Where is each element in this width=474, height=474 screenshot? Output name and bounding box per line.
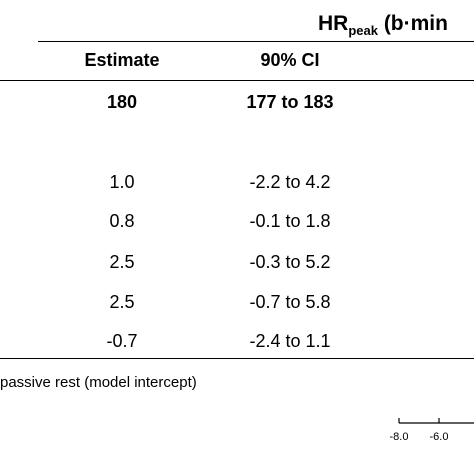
table-row-estimate: -0.7 — [106, 331, 138, 351]
axis-tick-label: -8.0 — [390, 431, 409, 443]
table-row-estimate: 2.5 — [109, 292, 135, 312]
estimate-column-header: Estimate — [84, 50, 160, 70]
header-rule — [38, 41, 474, 42]
table-bottom-rule — [0, 358, 474, 359]
table-row-estimate: 0.8 — [109, 211, 135, 231]
intercept-ci: 177 to 183 — [246, 92, 334, 112]
table-row-ci: -0.3 to 5.2 — [249, 252, 331, 272]
table-row-estimate: 1.0 — [109, 172, 135, 192]
column-header-rule — [0, 80, 474, 81]
forest-plot-axis: -8.0 -6.0 — [390, 418, 474, 443]
table-row-ci: -0.1 to 1.8 — [249, 211, 331, 231]
table-row-ci: -2.2 to 4.2 — [249, 172, 331, 192]
table-row-estimate: 2.5 — [109, 252, 135, 272]
axis-tick-label: -6.0 — [430, 431, 449, 443]
table-row-ci: -2.4 to 1.1 — [249, 331, 331, 351]
table-row-ci: -0.7 to 5.8 — [249, 292, 331, 312]
intercept-estimate: 180 — [106, 92, 138, 112]
hr-peak-header: HRpeak (b·min — [318, 12, 448, 38]
table-footnote: passive rest (model intercept) — [0, 374, 197, 391]
ci-column-header: 90% CI — [260, 50, 320, 70]
